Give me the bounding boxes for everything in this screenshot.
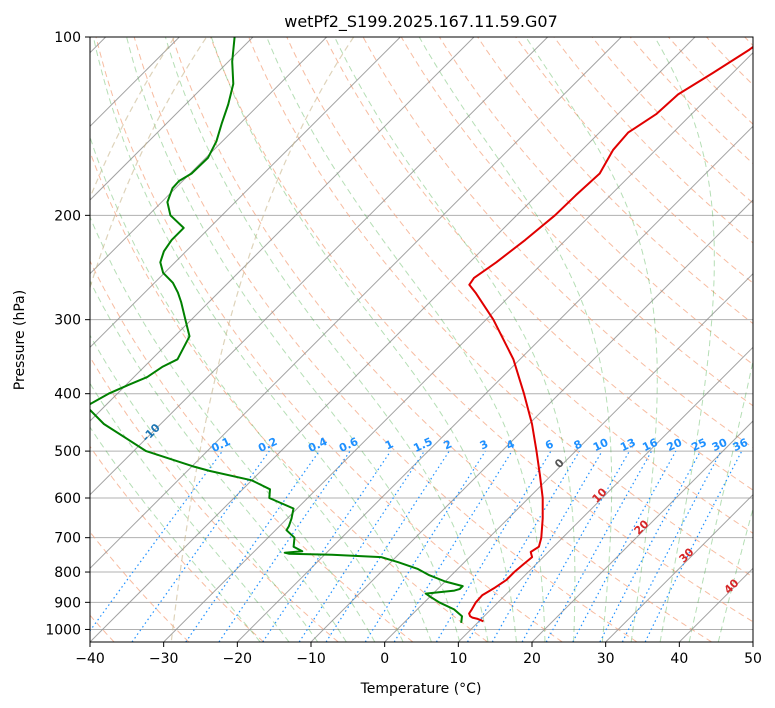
- chart-title: wetPf2_S199.2025.167.11.59.G07: [284, 12, 558, 32]
- isotherm-line: [163, 51, 753, 642]
- dry-adiabat-line: [171, 37, 712, 642]
- dry-adiabat-line: [90, 259, 414, 642]
- dry-adiabat-line: [90, 150, 488, 642]
- mixing-ratio-line: [262, 450, 392, 642]
- x-axis-label: Temperature (°C): [360, 681, 482, 697]
- moist-adiabat-line: [688, 358, 753, 642]
- dry-adiabat-line: [324, 37, 753, 491]
- background-line-labels: 0.10.20.40.611.52346810131620253036-100-…: [140, 421, 751, 597]
- moist-adiabat-line: [90, 135, 404, 642]
- y-tick-label: 300: [54, 313, 81, 329]
- y-tick-label: 900: [54, 595, 81, 611]
- isotherm-line: [90, 37, 622, 570]
- isotherm-line: [605, 493, 753, 642]
- isotherm-line: [90, 37, 401, 349]
- isotherm-line: [310, 199, 753, 642]
- dry-adiabat-line: [95, 37, 563, 642]
- y-tick-label: 1000: [45, 622, 81, 638]
- reference-arc-line: [90, 37, 208, 290]
- isotherm-line: [384, 272, 753, 642]
- y-tick-label: 100: [54, 30, 81, 46]
- y-tick-label: 500: [54, 444, 81, 460]
- y-axis-label: Pressure (hPa): [12, 290, 28, 390]
- mixing-ratio-line: [185, 450, 320, 642]
- moist-adiabat-line: [90, 382, 290, 642]
- dry-adiabat-line: [286, 37, 753, 534]
- x-tick-label: 30: [597, 651, 615, 667]
- moist-adiabat-line: [126, 37, 461, 642]
- x-tick-label: −20: [223, 651, 253, 667]
- mixing-ratio-line: [599, 450, 702, 642]
- mixing-ratio-label: 36: [731, 436, 751, 454]
- reference-arc-line: [90, 37, 176, 200]
- mixing-ratio-line: [572, 450, 677, 642]
- y-tick-label: 800: [54, 565, 81, 581]
- y-tick-label: 200: [54, 208, 81, 224]
- dewpoint-profile-line: [90, 37, 464, 624]
- mixing-ratio-line: [435, 450, 552, 642]
- y-tick-label: 700: [54, 531, 81, 547]
- isotherm-line: [90, 37, 475, 422]
- dry-adiabat-line: [438, 37, 753, 366]
- mixing-ratio-label: 16: [640, 436, 660, 454]
- isotherm-line: [531, 420, 753, 642]
- x-tick-label: 40: [670, 651, 688, 667]
- x-tick-label: 0: [380, 651, 389, 667]
- mixing-ratio-line: [364, 450, 486, 642]
- profile-lines: [90, 37, 753, 624]
- isotherm-line: [90, 37, 549, 496]
- moist-adiabat-line: [266, 37, 546, 642]
- dry-adiabat-line: [209, 37, 753, 623]
- dry-adiabat-line: [133, 37, 638, 642]
- mixing-ratio-label: 25: [689, 436, 708, 454]
- x-tick-label: 20: [523, 651, 541, 667]
- x-tick-label: 10: [449, 651, 467, 667]
- isotherm-line: [90, 37, 254, 201]
- y-tick-label: 600: [54, 491, 81, 507]
- moist-adiabat-line: [210, 37, 517, 642]
- mixing-ratio-line: [218, 450, 351, 642]
- x-tick-label: −40: [75, 651, 105, 667]
- moist-adiabat-line: [654, 37, 715, 642]
- moist-adiabat-line: [418, 37, 613, 642]
- dry-adiabat-line: [90, 445, 264, 642]
- mixing-ratio-label: 20: [665, 436, 685, 454]
- moist-adiabat-line: [90, 426, 261, 642]
- x-tick-label: −30: [149, 651, 179, 667]
- axes: −40 −30 −20 −10 0 10 20 30 40 50 100 200 300 400 500 60…: [45, 30, 762, 667]
- isotherm-line: [457, 346, 753, 642]
- mixing-ratio-label: 10: [591, 436, 611, 454]
- mixing-ratio-line: [298, 450, 425, 642]
- mixing-ratio-label: 13: [618, 436, 637, 454]
- moist-adiabat-line: [525, 37, 658, 642]
- x-tick-label: −10: [296, 651, 326, 667]
- y-tick-label: 400: [54, 387, 81, 403]
- dry-adiabat-line: [248, 37, 753, 578]
- mixing-ratio-line: [466, 450, 580, 642]
- x-tick-label: 50: [744, 651, 762, 667]
- moist-adiabat-line: [90, 334, 319, 642]
- isotherm-line: [90, 37, 328, 275]
- moist-adiabat-line: [92, 37, 432, 642]
- moist-adiabat-line: [717, 506, 753, 642]
- isotherm-line: [90, 37, 696, 642]
- moist-adiabat-line: [334, 37, 576, 642]
- temperature-profile-line: [468, 45, 753, 623]
- plot-frame: [89, 36, 754, 643]
- mixing-ratio-line: [393, 450, 513, 642]
- mixing-ratio-label: 30: [710, 436, 730, 454]
- plot-area: [90, 37, 753, 642]
- mixing-ratio-line: [325, 450, 450, 642]
- dry-adiabat-line: [400, 37, 753, 407]
- isotherm-line: [236, 125, 753, 642]
- dry-adiabat-line: [362, 37, 753, 449]
